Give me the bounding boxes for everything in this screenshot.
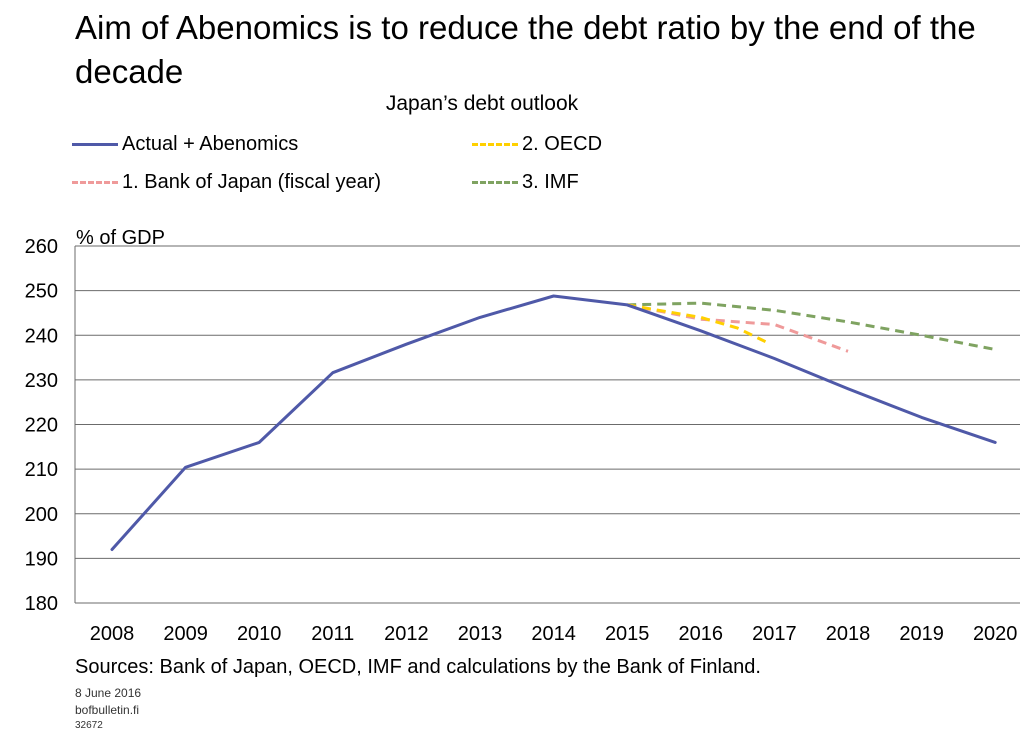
y-tick-label: 230	[25, 370, 58, 392]
legend-label-oecd: 2. OECD	[522, 133, 603, 155]
y-tick-label: 260	[25, 236, 58, 258]
legend-swatch-boj	[72, 181, 118, 184]
y-tick-label: 240	[25, 325, 58, 347]
x-tick-label: 2013	[458, 623, 503, 645]
chart-gridlines	[74, 245, 1020, 604]
chart-title: Japan’s debt outlook	[385, 92, 579, 115]
x-tick-label: 2019	[899, 623, 944, 645]
series-line-actual-abenomics	[110, 294, 997, 551]
legend-label-actual: Actual + Abenomics	[122, 133, 299, 155]
x-tick-label: 2008	[90, 623, 135, 645]
sources-note: Sources: Bank of Japan, OECD, IMF and ca…	[75, 656, 761, 678]
y-tick-label: 250	[25, 281, 58, 303]
x-axis-ticks: 2008 2009 2010 2011 2012 2013 2014 2015 2016 2017…	[90, 623, 1018, 645]
x-tick-label: 2011	[311, 623, 354, 645]
y-tick-label: 180	[25, 593, 58, 615]
legend-swatch-actual	[72, 143, 118, 146]
legend-label-imf: 3. IMF	[522, 171, 579, 193]
x-tick-label: 2014	[531, 623, 576, 645]
x-tick-label: 2010	[237, 623, 282, 645]
chart-series	[110, 294, 997, 551]
legend-swatch-imf	[472, 181, 518, 184]
y-tick-label: 200	[25, 504, 58, 526]
x-tick-label: 2016	[679, 623, 724, 645]
series-line-2-oecd	[626, 303, 768, 344]
page-title: Aim of Abenomics is to reduce the debt r…	[75, 9, 976, 90]
chart-code: 32672	[75, 720, 103, 731]
legend-swatch-oecd	[472, 143, 518, 146]
legend-label-boj: 1. Bank of Japan (fiscal year)	[122, 171, 382, 193]
site-name: bofbulletin.fi	[75, 703, 140, 717]
y-axis-ticks: 180 190 200 210 220 230 240 250 260	[25, 236, 58, 615]
legend-item-oecd: 2. OECD	[472, 133, 602, 156]
chart-legend: Actual + Abenomics 1. Bank of Japan (fis…	[72, 133, 672, 213]
y-tick-label: 210	[25, 459, 58, 481]
publication-date: 8 June 2016	[75, 686, 142, 700]
y-tick-label: 190	[25, 548, 58, 570]
legend-item-actual: Actual + Abenomics	[72, 133, 298, 156]
series-line-3-imf	[627, 301, 996, 351]
x-tick-label: 2018	[826, 623, 871, 645]
legend-item-imf: 3. IMF	[472, 171, 579, 194]
x-tick-label: 2020	[973, 623, 1018, 645]
x-tick-label: 2012	[384, 623, 429, 645]
x-tick-label: 2015	[605, 623, 650, 645]
y-tick-label: 220	[25, 415, 58, 437]
x-tick-label: 2017	[752, 623, 797, 645]
y-axis-label: % of GDP	[76, 227, 165, 249]
x-tick-label: 2009	[163, 623, 208, 645]
legend-item-boj: 1. Bank of Japan (fiscal year)	[72, 171, 381, 194]
